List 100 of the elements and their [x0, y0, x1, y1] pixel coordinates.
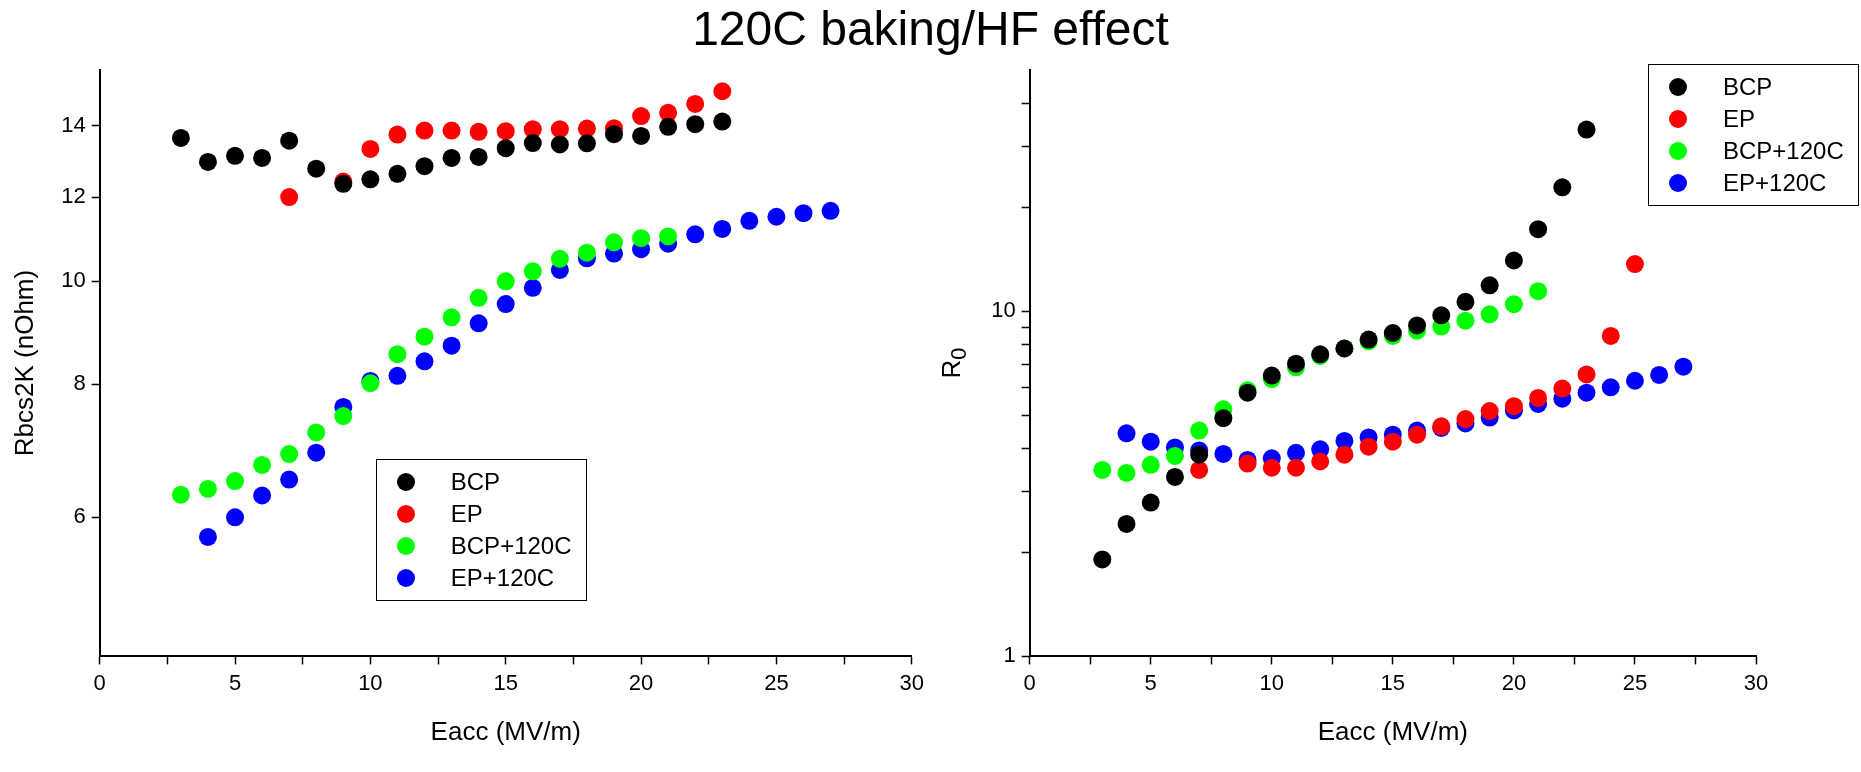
point — [1117, 463, 1136, 482]
point — [307, 443, 326, 462]
x-tick-label: 20 — [1501, 669, 1527, 695]
point — [523, 262, 542, 281]
point — [740, 211, 759, 230]
y-tick-label: 1 — [1003, 642, 1016, 668]
point — [1480, 305, 1499, 324]
point — [1335, 445, 1354, 464]
y-tick-label: 14 — [61, 111, 86, 137]
point — [1650, 365, 1669, 384]
point — [1117, 514, 1136, 533]
point — [388, 164, 407, 183]
point — [713, 82, 732, 101]
point — [1214, 409, 1233, 428]
point — [415, 327, 434, 346]
point — [442, 148, 461, 167]
point — [171, 485, 190, 504]
point — [1625, 255, 1644, 274]
point — [1093, 460, 1112, 479]
point — [632, 229, 651, 248]
x-axis-title: Eacc (MV/m) — [430, 715, 581, 746]
point — [1190, 421, 1209, 440]
point — [523, 278, 542, 297]
point — [1141, 493, 1160, 512]
x-tick-label: 15 — [493, 669, 518, 695]
point — [1529, 220, 1548, 239]
x-tick-label: 5 — [1144, 669, 1157, 695]
point — [1262, 366, 1281, 385]
point — [1504, 295, 1523, 314]
point — [442, 121, 461, 140]
y-tick-label: 8 — [73, 370, 86, 396]
point — [1577, 120, 1596, 139]
y-axis-title: Rbcs2K (nOhm) — [8, 269, 40, 457]
point — [1093, 550, 1112, 569]
legend-label: EP+120C — [450, 564, 555, 593]
point — [1456, 292, 1475, 311]
point — [632, 107, 651, 126]
legend-label: BCP+120C — [1723, 137, 1844, 165]
point — [767, 207, 786, 226]
y-tick-label: 6 — [73, 503, 86, 529]
point — [632, 126, 651, 145]
point — [1286, 443, 1305, 462]
point — [713, 219, 732, 238]
legend-label: BCP+120C — [450, 532, 572, 561]
x-tick-label: 20 — [628, 669, 654, 695]
point — [605, 233, 623, 252]
point — [821, 201, 840, 220]
point — [1141, 432, 1160, 451]
point — [1117, 424, 1136, 443]
legend-label: EP — [1723, 105, 1756, 133]
point — [1553, 379, 1572, 398]
point — [1504, 397, 1523, 416]
point — [794, 204, 813, 223]
point — [577, 119, 596, 138]
point — [415, 352, 434, 371]
point — [1238, 454, 1257, 473]
point — [1311, 452, 1330, 471]
point — [171, 128, 190, 147]
point — [1286, 354, 1305, 373]
point — [253, 455, 272, 474]
point — [1190, 460, 1209, 479]
point — [659, 227, 678, 246]
y-tick-label: 12 — [61, 183, 86, 209]
point — [686, 94, 705, 113]
point — [198, 152, 217, 171]
point — [307, 159, 326, 178]
point — [1480, 276, 1499, 295]
point — [1577, 365, 1596, 384]
x-tick-label: 0 — [1023, 669, 1036, 695]
point — [198, 527, 217, 546]
point — [442, 308, 461, 327]
point — [496, 139, 515, 158]
point — [361, 170, 380, 189]
y-tick-label: 10 — [61, 267, 86, 293]
point — [659, 117, 678, 136]
point — [1190, 445, 1209, 464]
point — [469, 314, 488, 333]
point — [1529, 388, 1548, 407]
point — [1262, 458, 1281, 477]
point — [1553, 178, 1572, 197]
x-tick-label: 25 — [1622, 669, 1648, 695]
point — [550, 135, 569, 154]
legend-label: BCP — [450, 468, 501, 497]
point — [307, 423, 326, 442]
point — [1141, 455, 1160, 474]
legend-label: EP+120C — [1723, 169, 1827, 197]
point — [1214, 444, 1233, 463]
point — [280, 188, 299, 207]
point — [1674, 357, 1693, 376]
point — [496, 272, 515, 291]
point — [1286, 458, 1305, 477]
x-tick-label: 0 — [93, 669, 106, 695]
point — [469, 147, 488, 166]
point — [1601, 378, 1620, 397]
chart-title: 120C baking/HF effect — [691, 1, 1170, 57]
point — [1165, 467, 1184, 486]
point — [253, 486, 272, 505]
x-tick-label: 30 — [1743, 669, 1769, 695]
point — [577, 134, 596, 153]
point — [686, 115, 705, 134]
